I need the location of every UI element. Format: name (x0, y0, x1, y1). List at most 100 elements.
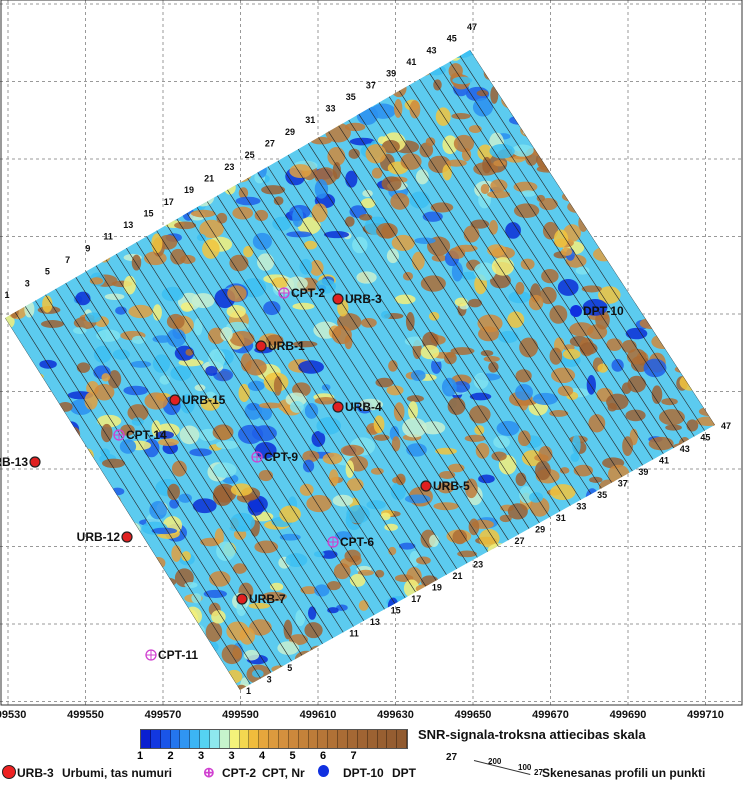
snr-blob (202, 239, 220, 259)
snr-blob (232, 563, 247, 574)
snr-blob (487, 244, 507, 257)
snr-blob (196, 233, 207, 241)
snr-blob (600, 501, 627, 513)
snr-blob (600, 209, 613, 220)
snr-blob (236, 601, 247, 617)
snr-blob (127, 123, 147, 142)
snr-blob (719, 337, 728, 344)
snr-blob (520, 258, 535, 270)
snr-blob (607, 62, 622, 69)
snr-blob (715, 575, 730, 593)
snr-blob (687, 94, 700, 107)
snr-blob (208, 348, 226, 369)
snr-blob (475, 442, 490, 459)
snr-blob (651, 385, 663, 404)
snr-blob (97, 414, 122, 428)
snr-blob (394, 574, 414, 583)
snr-blob (522, 128, 548, 137)
snr-blob (162, 63, 189, 81)
snr-blob (364, 89, 382, 100)
profile-label-top: 47 (467, 22, 477, 32)
snr-blob (586, 31, 595, 40)
profile-label-top: 25 (245, 150, 255, 160)
profile-label-bottom: 45 (700, 433, 710, 443)
snr-blob (410, 369, 426, 382)
snr-blob (621, 382, 632, 394)
snr-blob (681, 278, 704, 289)
snr-blob (285, 700, 301, 718)
snr-blob (149, 117, 173, 124)
snr-blob (393, 99, 403, 118)
snr-blob (493, 160, 507, 167)
key-profile-point-1: 200 (488, 757, 502, 766)
colorbar-swatch (160, 730, 171, 748)
profile-line (45, 294, 282, 668)
snr-blob (475, 695, 496, 710)
snr-blob (299, 258, 313, 275)
snr-blob (587, 639, 610, 659)
snr-blob (672, 16, 685, 25)
colorbar-swatch (308, 730, 319, 748)
snr-blob (477, 314, 503, 333)
snr-blob (711, 286, 715, 301)
snr-blob (527, 104, 541, 113)
snr-blob (549, 347, 563, 365)
snr-field (5, 16, 730, 718)
dpt-marker-icon (318, 765, 329, 777)
snr-blob (438, 656, 447, 676)
snr-blob (424, 672, 436, 690)
snr-blob (295, 609, 306, 627)
snr-blob (164, 185, 185, 194)
marker-label: CPT-9 (264, 450, 298, 464)
profile-line (439, 67, 685, 443)
profile-line (429, 73, 674, 449)
snr-blob (386, 248, 400, 264)
snr-blob (408, 401, 418, 421)
snr-blob (336, 604, 348, 611)
snr-blob (409, 191, 430, 209)
snr-blob (185, 348, 194, 356)
profile-line (247, 178, 489, 552)
snr-blob (553, 229, 569, 248)
snr-blob (360, 317, 377, 328)
snr-blob (125, 147, 138, 156)
snr-blob (86, 165, 107, 186)
snr-blob (535, 460, 551, 481)
snr-blob (272, 216, 292, 231)
snr-blob (710, 280, 715, 289)
snr-blob (431, 594, 454, 602)
snr-blob (254, 209, 269, 222)
snr-blob (698, 207, 712, 222)
profile-line (217, 195, 458, 570)
key-urb-desc: Urbumi, tas numuri (62, 766, 173, 780)
snr-blob (515, 472, 527, 487)
snr-blob (212, 424, 234, 441)
snr-blob (126, 203, 145, 215)
snr-blob (205, 621, 223, 642)
snr-blob (9, 50, 35, 53)
snr-blob (158, 438, 179, 446)
snr-blob (553, 594, 565, 613)
snr-blob (159, 624, 177, 644)
snr-blob (57, 59, 66, 75)
snr-blob (480, 350, 494, 357)
snr-blob (679, 178, 699, 191)
profile-label-top: 27 (265, 139, 275, 149)
snr-blob (294, 685, 305, 690)
snr-blob (216, 689, 237, 690)
snr-blob (418, 662, 443, 676)
snr-blob (281, 20, 295, 28)
snr-blob (221, 69, 233, 81)
snr-blob (610, 62, 621, 70)
snr-blob (638, 211, 651, 229)
snr-blob (480, 667, 492, 680)
snr-blob (88, 479, 98, 495)
snr-blob (581, 57, 605, 68)
snr-blob (143, 23, 163, 41)
snr-blob (634, 153, 661, 164)
snr-blob (324, 231, 350, 239)
snr-blob (670, 512, 690, 519)
snr-blob (667, 113, 677, 129)
snr-blob (550, 50, 574, 60)
key-dpt-desc: DPT (392, 766, 416, 780)
